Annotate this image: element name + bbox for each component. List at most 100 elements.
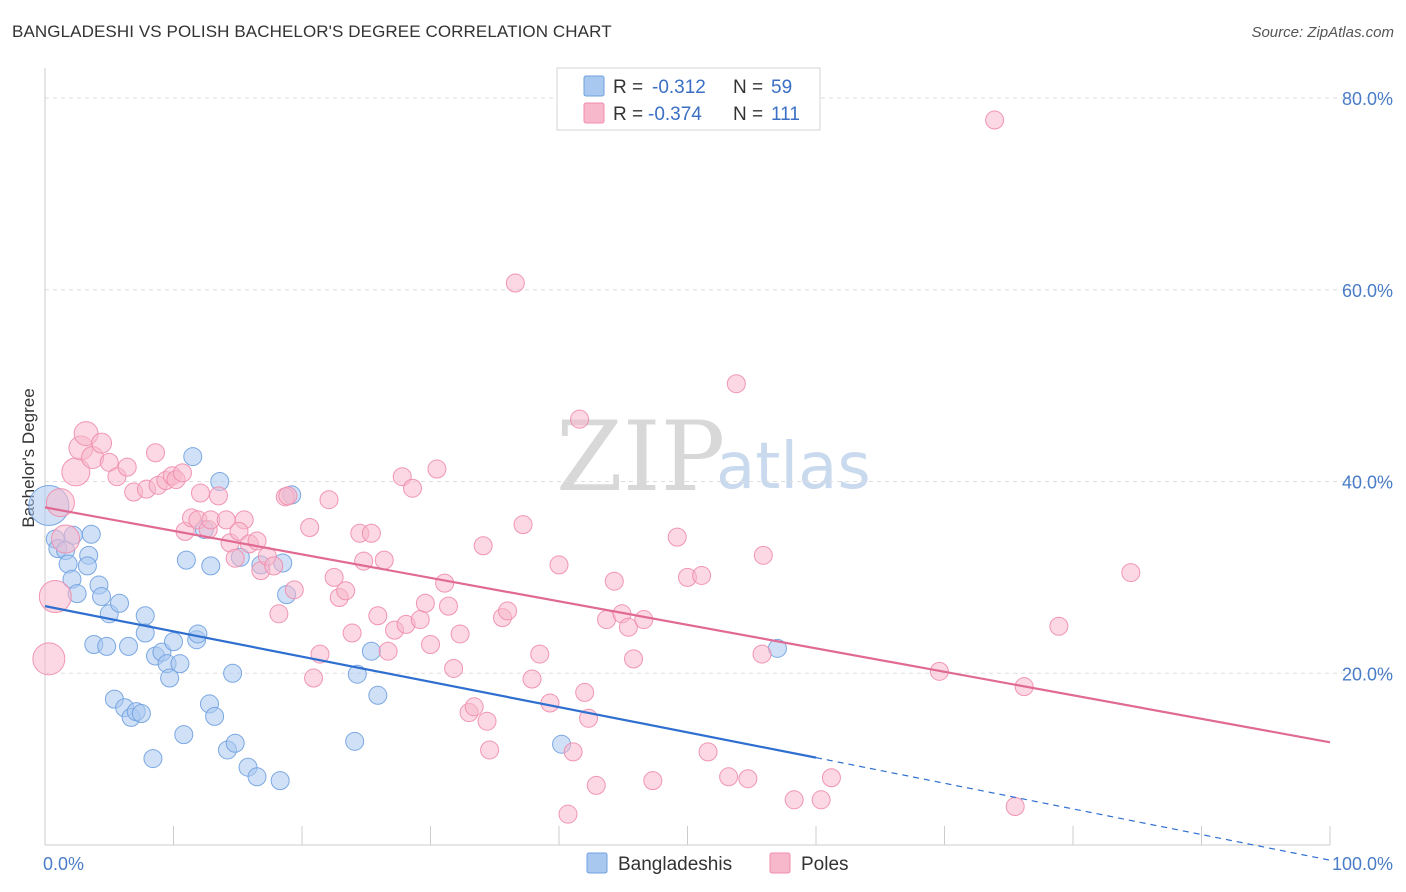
point-poles (738, 769, 758, 789)
point-poles (540, 693, 560, 713)
point-poles (498, 601, 518, 621)
point-bangladeshis (110, 593, 130, 613)
series-poles (32, 110, 1141, 824)
legend-swatch-poles (583, 102, 605, 124)
point-bangladeshis (97, 636, 117, 656)
point-poles (604, 571, 624, 591)
y-tick-label: 40.0% (1342, 473, 1393, 493)
point-poles (225, 548, 245, 568)
point-bangladeshis (247, 767, 267, 787)
point-poles (438, 596, 458, 616)
point-poles (513, 515, 533, 535)
point-bangladeshis (270, 771, 290, 791)
bottom-legend-label-poles: Poles (801, 854, 849, 875)
point-bangladeshis (205, 706, 225, 726)
point-bangladeshis (170, 654, 190, 674)
source-label: Source: ZipAtlas.com (1251, 24, 1394, 41)
point-poles (51, 524, 81, 554)
point-poles (444, 658, 464, 678)
point-poles (374, 550, 394, 570)
point-poles (530, 644, 550, 664)
legend-r-value-2: -0.374 (648, 104, 702, 125)
point-poles (91, 432, 113, 454)
point-bangladeshis (92, 587, 112, 607)
point-bangladeshis (131, 704, 151, 724)
point-poles (427, 459, 447, 479)
point-poles (403, 478, 423, 498)
point-poles (575, 682, 595, 702)
grid (45, 97, 1392, 674)
point-bangladeshis (347, 664, 367, 684)
point-poles (558, 804, 578, 824)
point-poles (421, 634, 440, 654)
point-bangladeshis (223, 663, 243, 683)
point-poles (278, 486, 298, 506)
point-poles (522, 669, 542, 689)
point-poles (410, 610, 430, 630)
point-poles (634, 610, 654, 630)
point-poles (752, 644, 772, 664)
y-tick-label: 80.0% (1342, 89, 1393, 109)
point-poles (784, 790, 804, 810)
point-bangladeshis (174, 725, 194, 745)
point-poles (117, 457, 137, 477)
watermark-atlas: atlas (716, 430, 871, 504)
point-poles (435, 573, 455, 593)
point-poles (643, 771, 663, 791)
point-bangladeshis (201, 556, 221, 576)
legend-box: R = -0.312 N = 59 R = -0.374 N = 111 (556, 67, 821, 131)
point-poles (753, 545, 773, 565)
point-poles (146, 443, 166, 463)
point-bangladeshis (77, 556, 97, 576)
point-bangladeshis (160, 668, 180, 688)
point-poles (563, 742, 583, 762)
point-poles (208, 486, 228, 506)
point-poles (190, 483, 210, 503)
x-tick-label: 100.0% (1332, 854, 1393, 874)
legend-r-value-1: -0.312 (652, 77, 706, 98)
point-poles (172, 463, 192, 483)
bottom-legend-label-bangladeshis: Bangladeshis (618, 854, 732, 875)
axes (44, 68, 1331, 846)
point-bangladeshis (176, 550, 196, 570)
point-poles (269, 604, 289, 624)
point-poles (342, 623, 362, 643)
point-poles (450, 624, 470, 644)
point-poles (586, 775, 606, 795)
y-tick-label: 60.0% (1342, 281, 1393, 301)
point-poles (624, 649, 644, 669)
point-bangladeshis (81, 524, 101, 544)
point-poles (692, 565, 712, 585)
y-tick-labels: 20.0% 40.0% 60.0% 80.0% (1342, 89, 1393, 684)
trend-line-poles (44, 506, 1331, 744)
data-points (28, 110, 1141, 824)
point-poles (473, 536, 493, 556)
point-bangladeshis (368, 685, 388, 705)
point-poles (324, 567, 344, 587)
legend-n-label-2: N = (733, 104, 763, 125)
point-poles (378, 641, 398, 661)
legend-n-value-1: 59 (771, 77, 792, 98)
bottom-legend: Bangladeshis Poles (586, 852, 849, 875)
point-poles (1121, 563, 1141, 583)
bottom-legend-swatch-poles (769, 852, 791, 874)
point-bangladeshis (135, 606, 155, 626)
legend-n-label-1: N = (733, 77, 763, 98)
legend-n-value-2: 111 (771, 104, 800, 125)
point-poles (300, 518, 320, 538)
legend-r-label-1: R = (613, 77, 643, 98)
point-poles (667, 527, 687, 547)
point-bangladeshis (135, 623, 155, 643)
legend-r-label-2: R = (613, 104, 643, 125)
chart-title: BANGLADESHI VS POLISH BACHELOR'S DEGREE … (12, 22, 612, 41)
point-bangladeshis (345, 731, 365, 751)
point-poles (368, 606, 388, 626)
point-poles (549, 555, 569, 575)
point-bangladeshis (225, 733, 245, 753)
point-poles (304, 668, 324, 688)
point-poles (32, 642, 66, 676)
point-poles (505, 273, 525, 293)
x-tick-label: 0.0% (43, 854, 84, 874)
point-poles (477, 711, 497, 731)
point-poles (284, 580, 304, 600)
